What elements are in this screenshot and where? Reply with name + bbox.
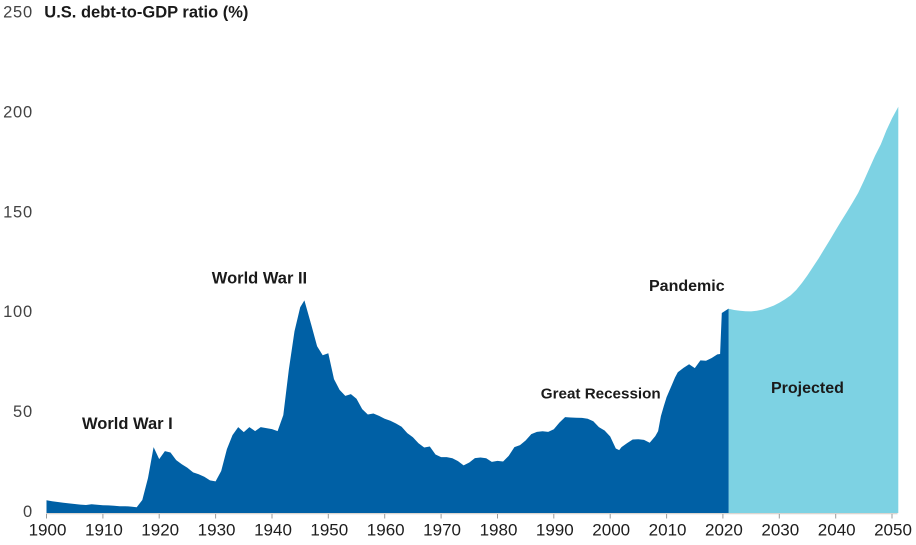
svg-text:0: 0 bbox=[23, 503, 33, 521]
svg-text:50: 50 bbox=[13, 403, 33, 421]
svg-text:1970: 1970 bbox=[423, 521, 461, 540]
svg-text:2050: 2050 bbox=[874, 521, 912, 540]
svg-text:1910: 1910 bbox=[85, 521, 123, 540]
svg-text:2000: 2000 bbox=[592, 521, 630, 540]
svg-text:250: 250 bbox=[3, 4, 33, 22]
svg-text:150: 150 bbox=[3, 203, 33, 221]
svg-text:200: 200 bbox=[3, 103, 33, 121]
svg-text:1950: 1950 bbox=[310, 521, 348, 540]
svg-text:U.S. debt-to-GDP ratio (%): U.S. debt-to-GDP ratio (%) bbox=[44, 3, 248, 21]
svg-text:1920: 1920 bbox=[141, 521, 179, 540]
svg-text:1960: 1960 bbox=[367, 521, 405, 540]
svg-text:2030: 2030 bbox=[761, 521, 799, 540]
svg-text:100: 100 bbox=[3, 303, 33, 321]
svg-text:World War II: World War II bbox=[212, 269, 307, 287]
svg-text:2010: 2010 bbox=[649, 521, 687, 540]
svg-text:1930: 1930 bbox=[198, 521, 236, 540]
svg-text:1900: 1900 bbox=[29, 521, 67, 540]
svg-text:Great Recession: Great Recession bbox=[541, 386, 661, 403]
svg-text:1980: 1980 bbox=[480, 521, 518, 540]
svg-text:World War I: World War I bbox=[82, 415, 173, 433]
svg-text:Projected: Projected bbox=[771, 380, 844, 397]
svg-text:2040: 2040 bbox=[818, 521, 856, 540]
svg-text:2020: 2020 bbox=[705, 521, 743, 540]
svg-text:Pandemic: Pandemic bbox=[649, 278, 725, 295]
svg-text:1990: 1990 bbox=[536, 521, 574, 540]
svg-text:1940: 1940 bbox=[254, 521, 292, 540]
